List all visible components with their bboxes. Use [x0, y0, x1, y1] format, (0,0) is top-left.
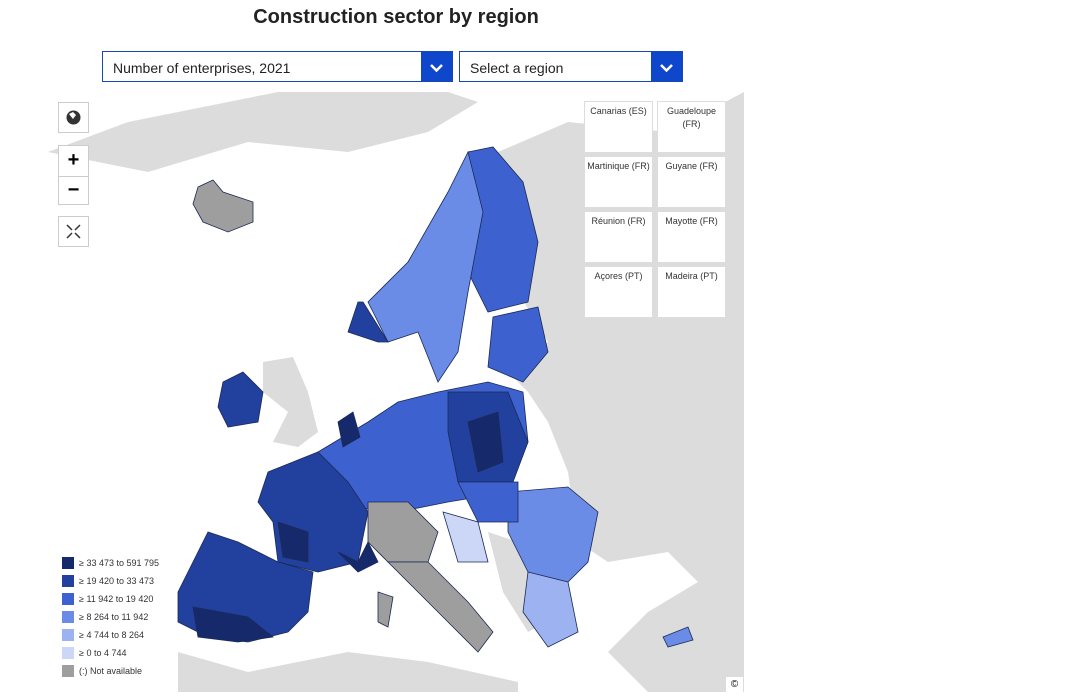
map-canvas [48, 92, 744, 692]
legend-label: ≥ 19 420 to 33 473 [79, 576, 155, 586]
legend-item: ≥ 4 744 to 8 264 [60, 626, 172, 644]
page-title: Construction sector by region [253, 6, 539, 28]
legend-item: ≥ 19 420 to 33 473 [60, 572, 172, 590]
legend-label: ≥ 4 744 to 8 264 [79, 630, 144, 640]
legend-swatch [62, 611, 74, 623]
zoom-in-button[interactable]: + [59, 146, 88, 177]
chevron-icon [430, 64, 443, 73]
inset-map[interactable]: Canarias (ES) [584, 101, 653, 153]
legend-swatch [62, 557, 74, 569]
legend-swatch [62, 629, 74, 641]
legend-swatch [62, 647, 74, 659]
legend-item: ≥ 33 473 to 591 795 [60, 554, 172, 572]
dropdown-button[interactable] [421, 52, 452, 81]
legend-item: ≥ 0 to 4 744 [60, 644, 172, 662]
chevron-icon [660, 64, 673, 73]
legend-item: (:) Not available [60, 662, 172, 680]
inset-label: Canarias (ES) [590, 106, 647, 116]
legend-label: ≥ 0 to 4 744 [79, 648, 127, 658]
globe-button[interactable] [58, 102, 89, 133]
inset-label: Guadeloupe (FR) [666, 106, 717, 129]
inset-label: Açores (PT) [594, 271, 643, 281]
inset-label: Guyane (FR) [665, 161, 718, 171]
legend-label: ≥ 8 264 to 11 942 [79, 612, 149, 622]
collapse-icon [66, 224, 81, 239]
inset-label: Martinique (FR) [587, 161, 650, 171]
inset-map[interactable]: Réunion (FR) [584, 211, 653, 263]
inset-map[interactable]: Açores (PT) [584, 266, 653, 318]
inset-label: Mayotte (FR) [665, 216, 718, 226]
inset-map[interactable]: Mayotte (FR) [657, 211, 726, 263]
copyright[interactable]: © [726, 677, 743, 692]
inset-map[interactable]: Guyane (FR) [657, 156, 726, 208]
zoom-controls: + − [58, 145, 89, 205]
legend-label: ≥ 33 473 to 591 795 [79, 558, 160, 568]
region-select[interactable]: Select a region [459, 51, 683, 82]
inset-map[interactable]: Guadeloupe (FR) [657, 101, 726, 153]
legend-item: ≥ 8 264 to 11 942 [60, 608, 172, 626]
legend: ≥ 33 473 to 591 795 ≥ 19 420 to 33 473 ≥ 1… [60, 554, 172, 680]
dropdown-button[interactable] [651, 52, 682, 81]
globe-icon [66, 110, 81, 125]
legend-label: (:) Not available [79, 666, 143, 676]
region-shapes [177, 146, 694, 653]
legend-swatch [62, 575, 74, 587]
zoom-out-button[interactable]: − [67, 179, 80, 201]
inset-map[interactable]: Martinique (FR) [584, 156, 653, 208]
inset-map[interactable]: Madeira (PT) [657, 266, 726, 318]
legend-item: ≥ 11 942 to 19 420 [60, 590, 172, 608]
indicator-select-text: Number of enterprises, 2021 [113, 60, 291, 76]
legend-swatch [62, 593, 74, 605]
legend-label: ≥ 11 942 to 19 420 [79, 594, 154, 604]
region-select-text: Select a region [470, 60, 564, 76]
indicator-select[interactable]: Number of enterprises, 2021 [102, 51, 453, 82]
legend-swatch [62, 665, 74, 677]
reset-view-button[interactable] [58, 216, 89, 247]
inset-label: Madeira (PT) [665, 271, 718, 281]
inset-label: Réunion (FR) [591, 216, 646, 226]
